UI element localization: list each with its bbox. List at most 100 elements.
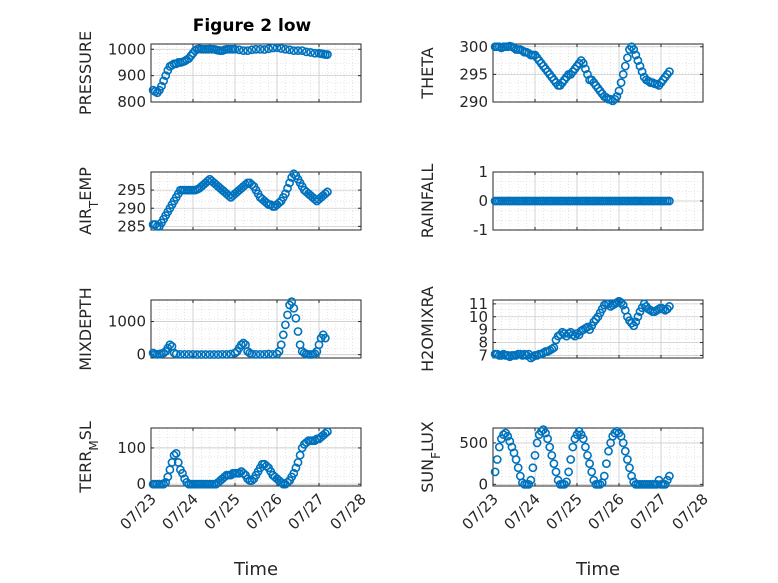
y-tick-label: 0 xyxy=(136,475,146,493)
data-point xyxy=(236,340,246,350)
data-point xyxy=(618,300,628,310)
data-point xyxy=(264,44,273,54)
data-point xyxy=(637,67,647,77)
data-point xyxy=(620,61,630,71)
data-point xyxy=(251,349,261,359)
data-point xyxy=(616,78,626,88)
data-point xyxy=(662,475,672,485)
data-point xyxy=(201,350,210,359)
data-point xyxy=(320,429,330,438)
data-point xyxy=(247,45,257,55)
data-point xyxy=(581,64,590,74)
axes-box xyxy=(150,43,362,103)
data-point xyxy=(205,350,215,359)
data-point xyxy=(293,327,303,336)
data-point xyxy=(301,47,311,57)
data-point xyxy=(262,198,271,208)
data-point xyxy=(549,343,559,353)
data-point xyxy=(618,438,628,448)
y-tick-label: 300 xyxy=(459,38,488,56)
data-point xyxy=(492,455,502,464)
subplot-5: 0 1000 MIXDEPTH xyxy=(76,287,362,371)
data-point xyxy=(320,189,330,199)
data-point xyxy=(562,477,571,487)
data-point xyxy=(165,340,175,350)
data-point xyxy=(283,310,292,320)
data-point xyxy=(599,471,609,481)
data-point xyxy=(306,48,315,57)
data-point xyxy=(180,349,189,359)
data-point xyxy=(289,303,299,313)
data-point xyxy=(310,48,320,58)
x-axis-label: Time xyxy=(575,559,620,580)
data-point xyxy=(652,479,662,489)
axes-box xyxy=(492,299,704,359)
y-tick-label: 800 xyxy=(117,93,146,111)
y-tick-label: 100 xyxy=(117,439,146,457)
y-tick-label: 295 xyxy=(459,65,488,83)
data-point xyxy=(243,46,252,55)
figure-title: Figure 2 low xyxy=(193,16,312,36)
data-point xyxy=(159,76,168,86)
data-point xyxy=(585,459,594,469)
data-point xyxy=(178,468,187,478)
data-point xyxy=(583,450,592,460)
data-point xyxy=(247,180,257,190)
x-tick-label: 07/26 xyxy=(243,490,286,533)
data-point xyxy=(564,467,573,477)
data-point xyxy=(251,44,261,54)
y-axis-label: SUNFLUX xyxy=(418,421,443,493)
data-point xyxy=(161,71,171,81)
data-point xyxy=(159,348,168,358)
axes-box xyxy=(492,427,704,487)
data-point xyxy=(665,471,674,481)
x-axis-label: Time xyxy=(233,559,278,580)
data-point xyxy=(255,349,265,359)
subplot-2: 290 295 300 THETA xyxy=(418,38,704,111)
y-tick-label: 9 xyxy=(478,321,488,339)
axes-box xyxy=(150,427,362,487)
data-point xyxy=(238,468,248,478)
data-point xyxy=(530,450,540,460)
x-tick-label: 07/27 xyxy=(285,490,328,533)
y-tick-label: 1000 xyxy=(108,40,146,58)
data-point xyxy=(243,474,252,484)
data-point xyxy=(196,350,206,359)
data-point xyxy=(222,349,231,359)
data-point xyxy=(503,431,513,441)
data-point xyxy=(578,434,588,444)
data-point xyxy=(283,183,292,193)
data-point xyxy=(280,44,290,54)
y-tick-label: 8 xyxy=(478,334,488,352)
x-tick-label: 07/25 xyxy=(201,490,244,533)
data-point xyxy=(511,455,521,464)
y-axis-label: RAINFALL xyxy=(418,164,437,239)
x-tick-label: 07/25 xyxy=(543,490,586,533)
data-point xyxy=(581,442,590,452)
data-point xyxy=(262,461,271,471)
data-point xyxy=(291,463,301,473)
data-point xyxy=(238,46,248,55)
data-point xyxy=(283,477,292,487)
data-point xyxy=(291,313,301,323)
data-point xyxy=(230,44,240,54)
data-point xyxy=(285,178,294,188)
data-point xyxy=(213,350,223,359)
data-point xyxy=(665,67,674,77)
data-point xyxy=(568,442,578,452)
x-tick-label: 07/24 xyxy=(501,490,544,533)
y-tick-label: 0 xyxy=(478,192,488,210)
y-axis-label: PRESSURE xyxy=(76,31,95,115)
data-point xyxy=(276,477,286,487)
data-point xyxy=(310,349,320,359)
data-point xyxy=(623,455,632,464)
data-point xyxy=(322,187,332,197)
data-point xyxy=(241,180,250,190)
data-point xyxy=(612,426,622,436)
data-point xyxy=(547,450,557,460)
data-point xyxy=(595,479,605,489)
data-point xyxy=(161,477,171,487)
